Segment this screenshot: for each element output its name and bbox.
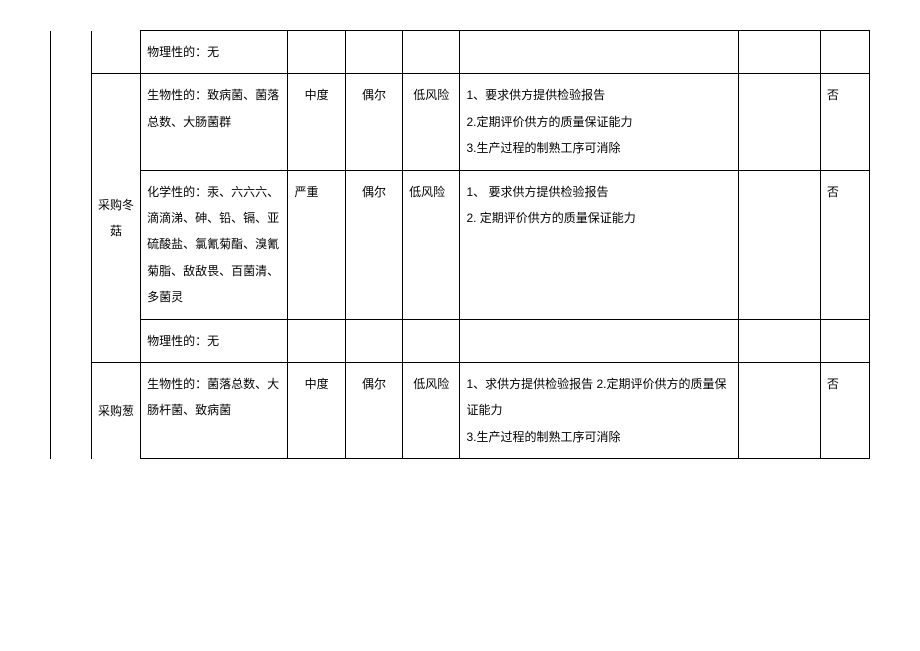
cell-extra bbox=[738, 319, 820, 362]
cell-empty bbox=[51, 362, 92, 458]
table-row: 物理性的：无 bbox=[51, 31, 870, 74]
cell-empty bbox=[51, 170, 92, 319]
cell-severity: 中度 bbox=[288, 74, 345, 170]
cell-risk bbox=[403, 319, 460, 362]
cell-hazard: 物理性的：无 bbox=[141, 31, 288, 74]
cell-risk: 低风险 bbox=[403, 362, 460, 458]
cell-empty bbox=[51, 31, 92, 74]
cell-likelihood: 偶尔 bbox=[345, 362, 402, 458]
cell-severity bbox=[288, 319, 345, 362]
cell-likelihood bbox=[345, 31, 402, 74]
cell-likelihood: 偶尔 bbox=[345, 170, 402, 319]
cell-hazard: 化学性的：汞、六六六、滴滴涕、砷、铅、镉、亚硫酸盐、氯氰菊酯、溴氰菊脂、敌敌畏、… bbox=[141, 170, 288, 319]
cell-measures bbox=[460, 319, 738, 362]
cell-ccp bbox=[820, 319, 869, 362]
cell-empty bbox=[51, 74, 92, 170]
cell-extra bbox=[738, 74, 820, 170]
hazard-analysis-table: 物理性的：无 采购冬菇 生物性的：致病菌、菌落总数、大肠菌群 中度 偶尔 低风险… bbox=[50, 30, 870, 459]
cell-category: 采购冬菇 bbox=[91, 74, 140, 363]
cell-severity: 严重 bbox=[288, 170, 345, 319]
table-row: 化学性的：汞、六六六、滴滴涕、砷、铅、镉、亚硫酸盐、氯氰菊酯、溴氰菊脂、敌敌畏、… bbox=[51, 170, 870, 319]
cell-measures: 1、 要求供方提供检验报告 2. 定期评价供方的质量保证能力 bbox=[460, 170, 738, 319]
cell-empty bbox=[51, 319, 92, 362]
cell-measures: 1、求供方提供检验报告 2.定期评价供方的质量保证能力 3.生产过程的制熟工序可… bbox=[460, 362, 738, 458]
cell-likelihood bbox=[345, 319, 402, 362]
table-row: 采购冬菇 生物性的：致病菌、菌落总数、大肠菌群 中度 偶尔 低风险 1、要求供方… bbox=[51, 74, 870, 170]
cell-category bbox=[91, 31, 140, 74]
cell-severity bbox=[288, 31, 345, 74]
cell-hazard: 生物性的：菌落总数、大肠杆菌、致病菌 bbox=[141, 362, 288, 458]
cell-hazard: 生物性的：致病菌、菌落总数、大肠菌群 bbox=[141, 74, 288, 170]
cell-measures bbox=[460, 31, 738, 74]
cell-risk bbox=[403, 31, 460, 74]
cell-ccp: 否 bbox=[820, 74, 869, 170]
cell-extra bbox=[738, 362, 820, 458]
cell-hazard: 物理性的：无 bbox=[141, 319, 288, 362]
cell-ccp: 否 bbox=[820, 170, 869, 319]
cell-category: 采购葱 bbox=[91, 362, 140, 458]
table-row: 物理性的：无 bbox=[51, 319, 870, 362]
cell-extra bbox=[738, 170, 820, 319]
cell-severity: 中度 bbox=[288, 362, 345, 458]
cell-risk: 低风险 bbox=[403, 170, 460, 319]
cell-risk: 低风险 bbox=[403, 74, 460, 170]
cell-extra bbox=[738, 31, 820, 74]
cell-ccp: 否 bbox=[820, 362, 869, 458]
table-row: 采购葱 生物性的：菌落总数、大肠杆菌、致病菌 中度 偶尔 低风险 1、求供方提供… bbox=[51, 362, 870, 458]
cell-likelihood: 偶尔 bbox=[345, 74, 402, 170]
cell-measures: 1、要求供方提供检验报告 2.定期评价供方的质量保证能力 3.生产过程的制熟工序… bbox=[460, 74, 738, 170]
cell-ccp bbox=[820, 31, 869, 74]
